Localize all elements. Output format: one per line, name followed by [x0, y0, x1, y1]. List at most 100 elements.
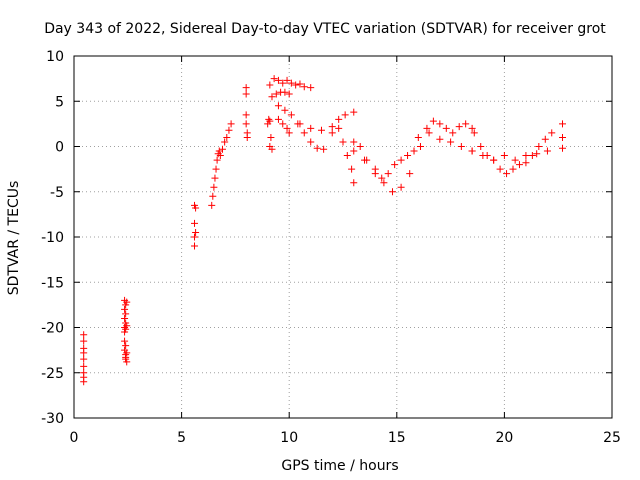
data-point [522, 152, 530, 160]
data-point [80, 331, 88, 339]
data-point [223, 133, 231, 141]
data-point [268, 93, 276, 101]
data-point [211, 174, 219, 182]
data-point [462, 120, 470, 128]
data-point [307, 124, 315, 132]
data-point [213, 156, 221, 164]
data-point [535, 143, 543, 150]
data-point [216, 152, 224, 160]
data-point [283, 124, 291, 132]
data-point [274, 76, 282, 84]
data-point [343, 152, 351, 160]
data-point [500, 152, 508, 160]
data-point [274, 115, 282, 123]
data-point [468, 124, 476, 132]
data-point [391, 161, 399, 169]
y-tick-label: -25 [41, 366, 64, 382]
data-point [559, 144, 567, 152]
data-point [317, 126, 325, 134]
data-point [300, 83, 308, 91]
data-point [378, 174, 386, 182]
data-point [397, 183, 405, 191]
data-point [307, 84, 315, 92]
data-point [350, 147, 358, 155]
data-point [477, 143, 485, 150]
data-point [122, 310, 130, 318]
data-point [270, 75, 278, 83]
data-point [191, 242, 199, 250]
data-point [225, 126, 233, 134]
data-point [121, 337, 129, 345]
data-point [479, 152, 487, 160]
data-point [272, 90, 280, 98]
data-point [511, 156, 519, 164]
grid-lines [74, 56, 612, 418]
data-point [397, 156, 405, 164]
x-tick-label: 20 [495, 430, 513, 446]
data-point [429, 117, 437, 125]
data-point [80, 349, 88, 357]
y-tick-label: 10 [46, 49, 64, 65]
data-point [281, 106, 289, 114]
data-point [425, 129, 433, 137]
data-point [350, 179, 358, 187]
data-point [279, 79, 287, 87]
y-axis-label: SDTVAR / TECUs [6, 181, 22, 296]
data-point [300, 129, 308, 137]
data-point [528, 152, 536, 160]
y-tick-label: 5 [55, 94, 64, 110]
data-point [442, 124, 450, 132]
data-point [80, 337, 88, 345]
axis-ticks [73, 55, 613, 419]
data-point [496, 165, 504, 173]
data-point [470, 129, 478, 137]
data-point [242, 120, 250, 128]
data-point [509, 165, 517, 173]
data-point [414, 133, 422, 141]
y-tick-label: 0 [55, 140, 64, 156]
data-point [503, 170, 511, 178]
y-tick-label: -30 [41, 411, 64, 427]
x-tick-label: 5 [177, 430, 186, 446]
data-point [267, 133, 275, 141]
data-point [320, 145, 328, 153]
data-point [123, 298, 131, 306]
data-point [410, 147, 418, 155]
data-point [210, 183, 218, 191]
x-tick-label: 25 [603, 430, 621, 446]
data-point [356, 143, 364, 150]
data-point [533, 150, 541, 158]
data-point [522, 159, 530, 167]
data-point [335, 124, 343, 132]
data-point [559, 133, 567, 141]
data-point [123, 358, 131, 366]
data-point [361, 156, 369, 164]
data-point [191, 219, 199, 227]
x-tick-label: 15 [388, 430, 406, 446]
data-point [279, 120, 287, 128]
data-point [191, 233, 199, 241]
data-point [449, 129, 457, 137]
data-point [384, 170, 392, 178]
data-point [122, 342, 130, 350]
data-point [287, 111, 295, 119]
data-point [307, 138, 315, 146]
data-point [339, 138, 347, 146]
data-point [380, 179, 388, 187]
data-point [218, 145, 226, 153]
data-point [266, 81, 274, 89]
data-point [281, 88, 289, 96]
data-point [350, 138, 358, 146]
data-point [515, 161, 523, 169]
data-point [447, 138, 455, 146]
data-point [328, 129, 336, 137]
data-point [242, 111, 250, 119]
y-tick-labels: -30 -25 -20 -15 -10 -5 0 5 10 [41, 49, 64, 427]
data-point [265, 115, 273, 123]
data-point [274, 102, 282, 110]
data-point [227, 120, 235, 128]
data-point [121, 305, 129, 313]
data-point [208, 201, 216, 209]
x-tick-label: 10 [280, 430, 298, 446]
